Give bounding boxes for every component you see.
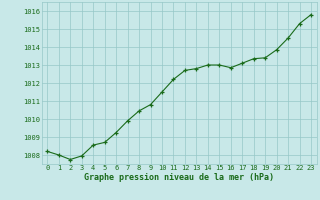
X-axis label: Graphe pression niveau de la mer (hPa): Graphe pression niveau de la mer (hPa)	[84, 173, 274, 182]
